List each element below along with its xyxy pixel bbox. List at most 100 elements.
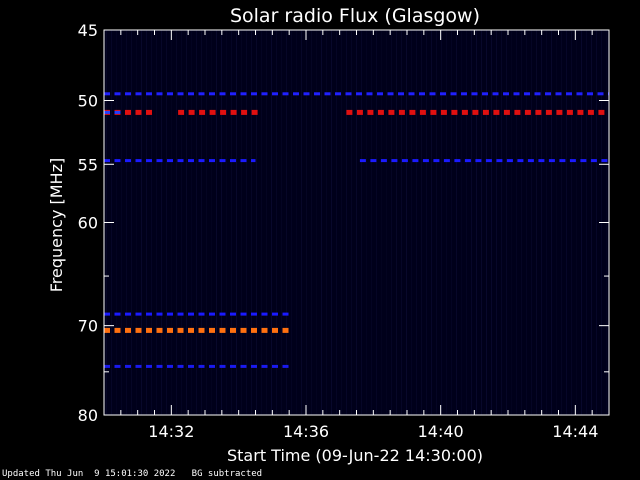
band-mark — [188, 364, 194, 368]
band-mark — [367, 109, 374, 115]
band-mark — [377, 92, 383, 96]
band-mark — [135, 92, 142, 96]
chart-title: Solar radio Flux (Glasgow) — [230, 5, 480, 27]
noise-streak — [581, 30, 582, 415]
noise-streak — [561, 30, 562, 415]
noise-streak — [291, 30, 292, 415]
noise-streak — [451, 30, 452, 415]
band-mark — [430, 109, 437, 115]
y-tick-label: 80 — [78, 406, 98, 425]
band-mark — [251, 364, 257, 368]
band-mark — [240, 92, 247, 96]
noise-streak — [536, 30, 537, 415]
band-mark — [104, 327, 110, 333]
noise-streak — [141, 30, 142, 415]
band-mark — [335, 92, 341, 96]
band-mark — [125, 109, 131, 115]
y-tick-label: 45 — [78, 21, 98, 40]
band-mark — [517, 159, 524, 163]
noise-streak — [526, 30, 527, 415]
y-tick-label: 55 — [78, 155, 98, 174]
noise-streak — [331, 30, 332, 415]
noise-streak — [456, 30, 457, 415]
band-mark — [293, 92, 299, 96]
noise-streak — [146, 30, 147, 415]
noise-streak — [491, 30, 492, 415]
noise-streak — [231, 30, 232, 415]
band-mark — [125, 92, 131, 96]
band-mark — [209, 159, 215, 163]
band-mark — [356, 109, 363, 115]
band-mark — [464, 159, 471, 163]
band-mark — [503, 92, 509, 96]
noise-streak — [201, 30, 202, 415]
band-mark — [156, 364, 163, 368]
noise-streak — [316, 30, 317, 415]
noise-streak — [531, 30, 532, 415]
noise-streak — [286, 30, 287, 415]
band-mark — [178, 109, 185, 115]
band-mark — [433, 159, 440, 163]
band-mark — [493, 109, 500, 115]
band-mark — [104, 364, 110, 368]
band-mark — [114, 364, 121, 368]
band-mark — [324, 92, 331, 96]
noise-streak — [401, 30, 402, 415]
band-mark — [506, 159, 513, 163]
noise-streak — [351, 30, 352, 415]
band-mark — [556, 109, 563, 115]
band-mark — [219, 327, 226, 333]
band-mark — [219, 92, 226, 96]
band-mark — [440, 92, 446, 96]
noise-streak — [596, 30, 597, 415]
band-mark — [545, 92, 551, 96]
band-mark — [282, 327, 289, 333]
band-mark — [475, 159, 482, 163]
band-mark — [167, 327, 173, 333]
band-mark — [443, 159, 450, 163]
y-axis-label: Frequency [MHz] — [47, 158, 66, 292]
band-mark — [482, 92, 488, 96]
band-mark — [370, 159, 377, 163]
band-mark — [398, 92, 404, 96]
band-mark — [314, 92, 320, 96]
band-mark — [219, 159, 226, 163]
noise-streak — [516, 30, 517, 415]
band-mark — [419, 92, 425, 96]
band-mark — [587, 109, 594, 115]
band-mark — [251, 92, 257, 96]
band-mark — [282, 312, 289, 316]
band-mark — [230, 92, 236, 96]
band-mark — [199, 109, 206, 115]
band-mark — [209, 312, 215, 316]
band-mark — [177, 312, 184, 316]
plot-area — [104, 30, 609, 415]
noise-streak — [166, 30, 167, 415]
noise-streak — [151, 30, 152, 415]
band-mark — [177, 92, 184, 96]
noise-streak — [161, 30, 162, 415]
band-mark — [538, 159, 545, 163]
band-mark — [461, 109, 468, 115]
noise-streak — [371, 30, 372, 415]
noise-streak — [216, 30, 217, 415]
band-mark — [188, 92, 194, 96]
noise-streak — [236, 30, 237, 415]
noise-streak — [186, 30, 187, 415]
band-mark — [167, 312, 173, 316]
band-mark — [177, 364, 184, 368]
band-mark — [513, 92, 520, 96]
band-mark — [135, 159, 142, 163]
band-mark — [548, 159, 555, 163]
x-tick-label: 14:32 — [148, 422, 194, 441]
noise-streak — [301, 30, 302, 415]
x-tick-label: 14:44 — [552, 422, 598, 441]
band-mark — [454, 159, 461, 163]
band-mark — [251, 327, 257, 333]
band-mark — [545, 109, 552, 115]
band-mark — [240, 312, 247, 316]
band-mark — [240, 327, 247, 333]
band-mark — [240, 364, 247, 368]
band-mark — [104, 312, 110, 316]
